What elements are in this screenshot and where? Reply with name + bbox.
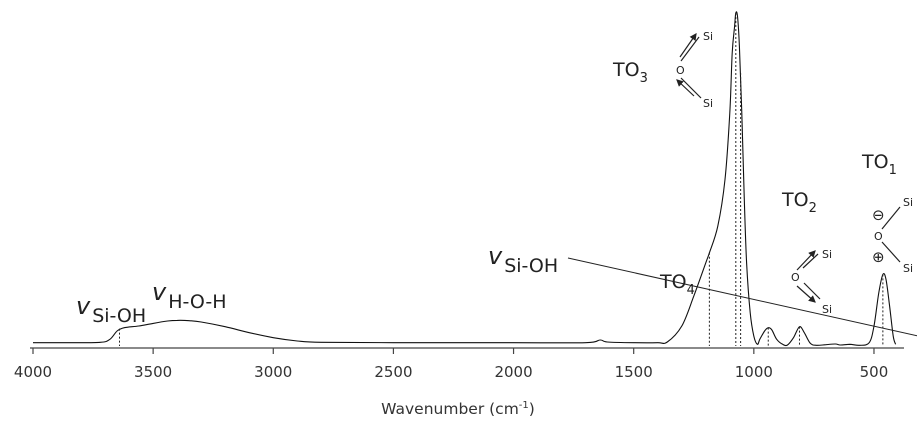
x-tick-label: 2500 (374, 363, 412, 381)
svg-text:Si: Si (822, 303, 832, 316)
x-tick-label: 1500 (615, 363, 653, 381)
svg-text:Si: Si (903, 262, 913, 275)
annotation-to2: TO2 (781, 189, 817, 216)
svg-text:Si: Si (703, 30, 713, 43)
x-axis-ticks (32, 348, 875, 354)
x-tick-label: 500 (860, 363, 889, 381)
to1-molecule-diagram: ⊖ O Si Si ⊕ (872, 196, 913, 275)
x-tick-label: 1000 (735, 363, 773, 381)
svg-text:O: O (874, 230, 883, 243)
svg-text:Si: Si (703, 97, 713, 110)
annotation-to3: TO3 (612, 59, 648, 86)
svg-text:O: O (791, 271, 800, 284)
annotation-v-hoh: v H-O-H (152, 278, 227, 313)
annotation-v-sioh-left: v Si-OH (76, 292, 146, 327)
x-axis-title: Wavenumber (cm-1) (381, 400, 535, 418)
plus-charge-icon: ⊕ (872, 248, 885, 266)
to3-molecule-diagram: O Si Si (676, 30, 713, 110)
x-tick-label: 2000 (494, 363, 532, 381)
x-tick-label: 3000 (254, 363, 292, 381)
annotation-v-sioh-right: v Si-OH (488, 242, 558, 277)
svg-text:O: O (676, 64, 685, 77)
annotation-to1: TO1 (861, 151, 897, 178)
to2-molecule-diagram: O Si Si (791, 248, 832, 316)
peak-markers (119, 13, 884, 346)
x-axis-tick-labels: 4000 3500 3000 2500 2000 1500 1000 500 (14, 363, 888, 381)
spectrum-line (33, 11, 897, 347)
v-sioh-leader-line (567, 257, 917, 337)
annotation-to4: TO4 (659, 271, 695, 298)
x-tick-label: 3500 (134, 363, 172, 381)
minus-charge-icon: ⊖ (872, 206, 885, 224)
x-tick-label: 4000 (14, 363, 52, 381)
svg-text:Si: Si (822, 248, 832, 261)
svg-text:Si: Si (903, 196, 913, 209)
